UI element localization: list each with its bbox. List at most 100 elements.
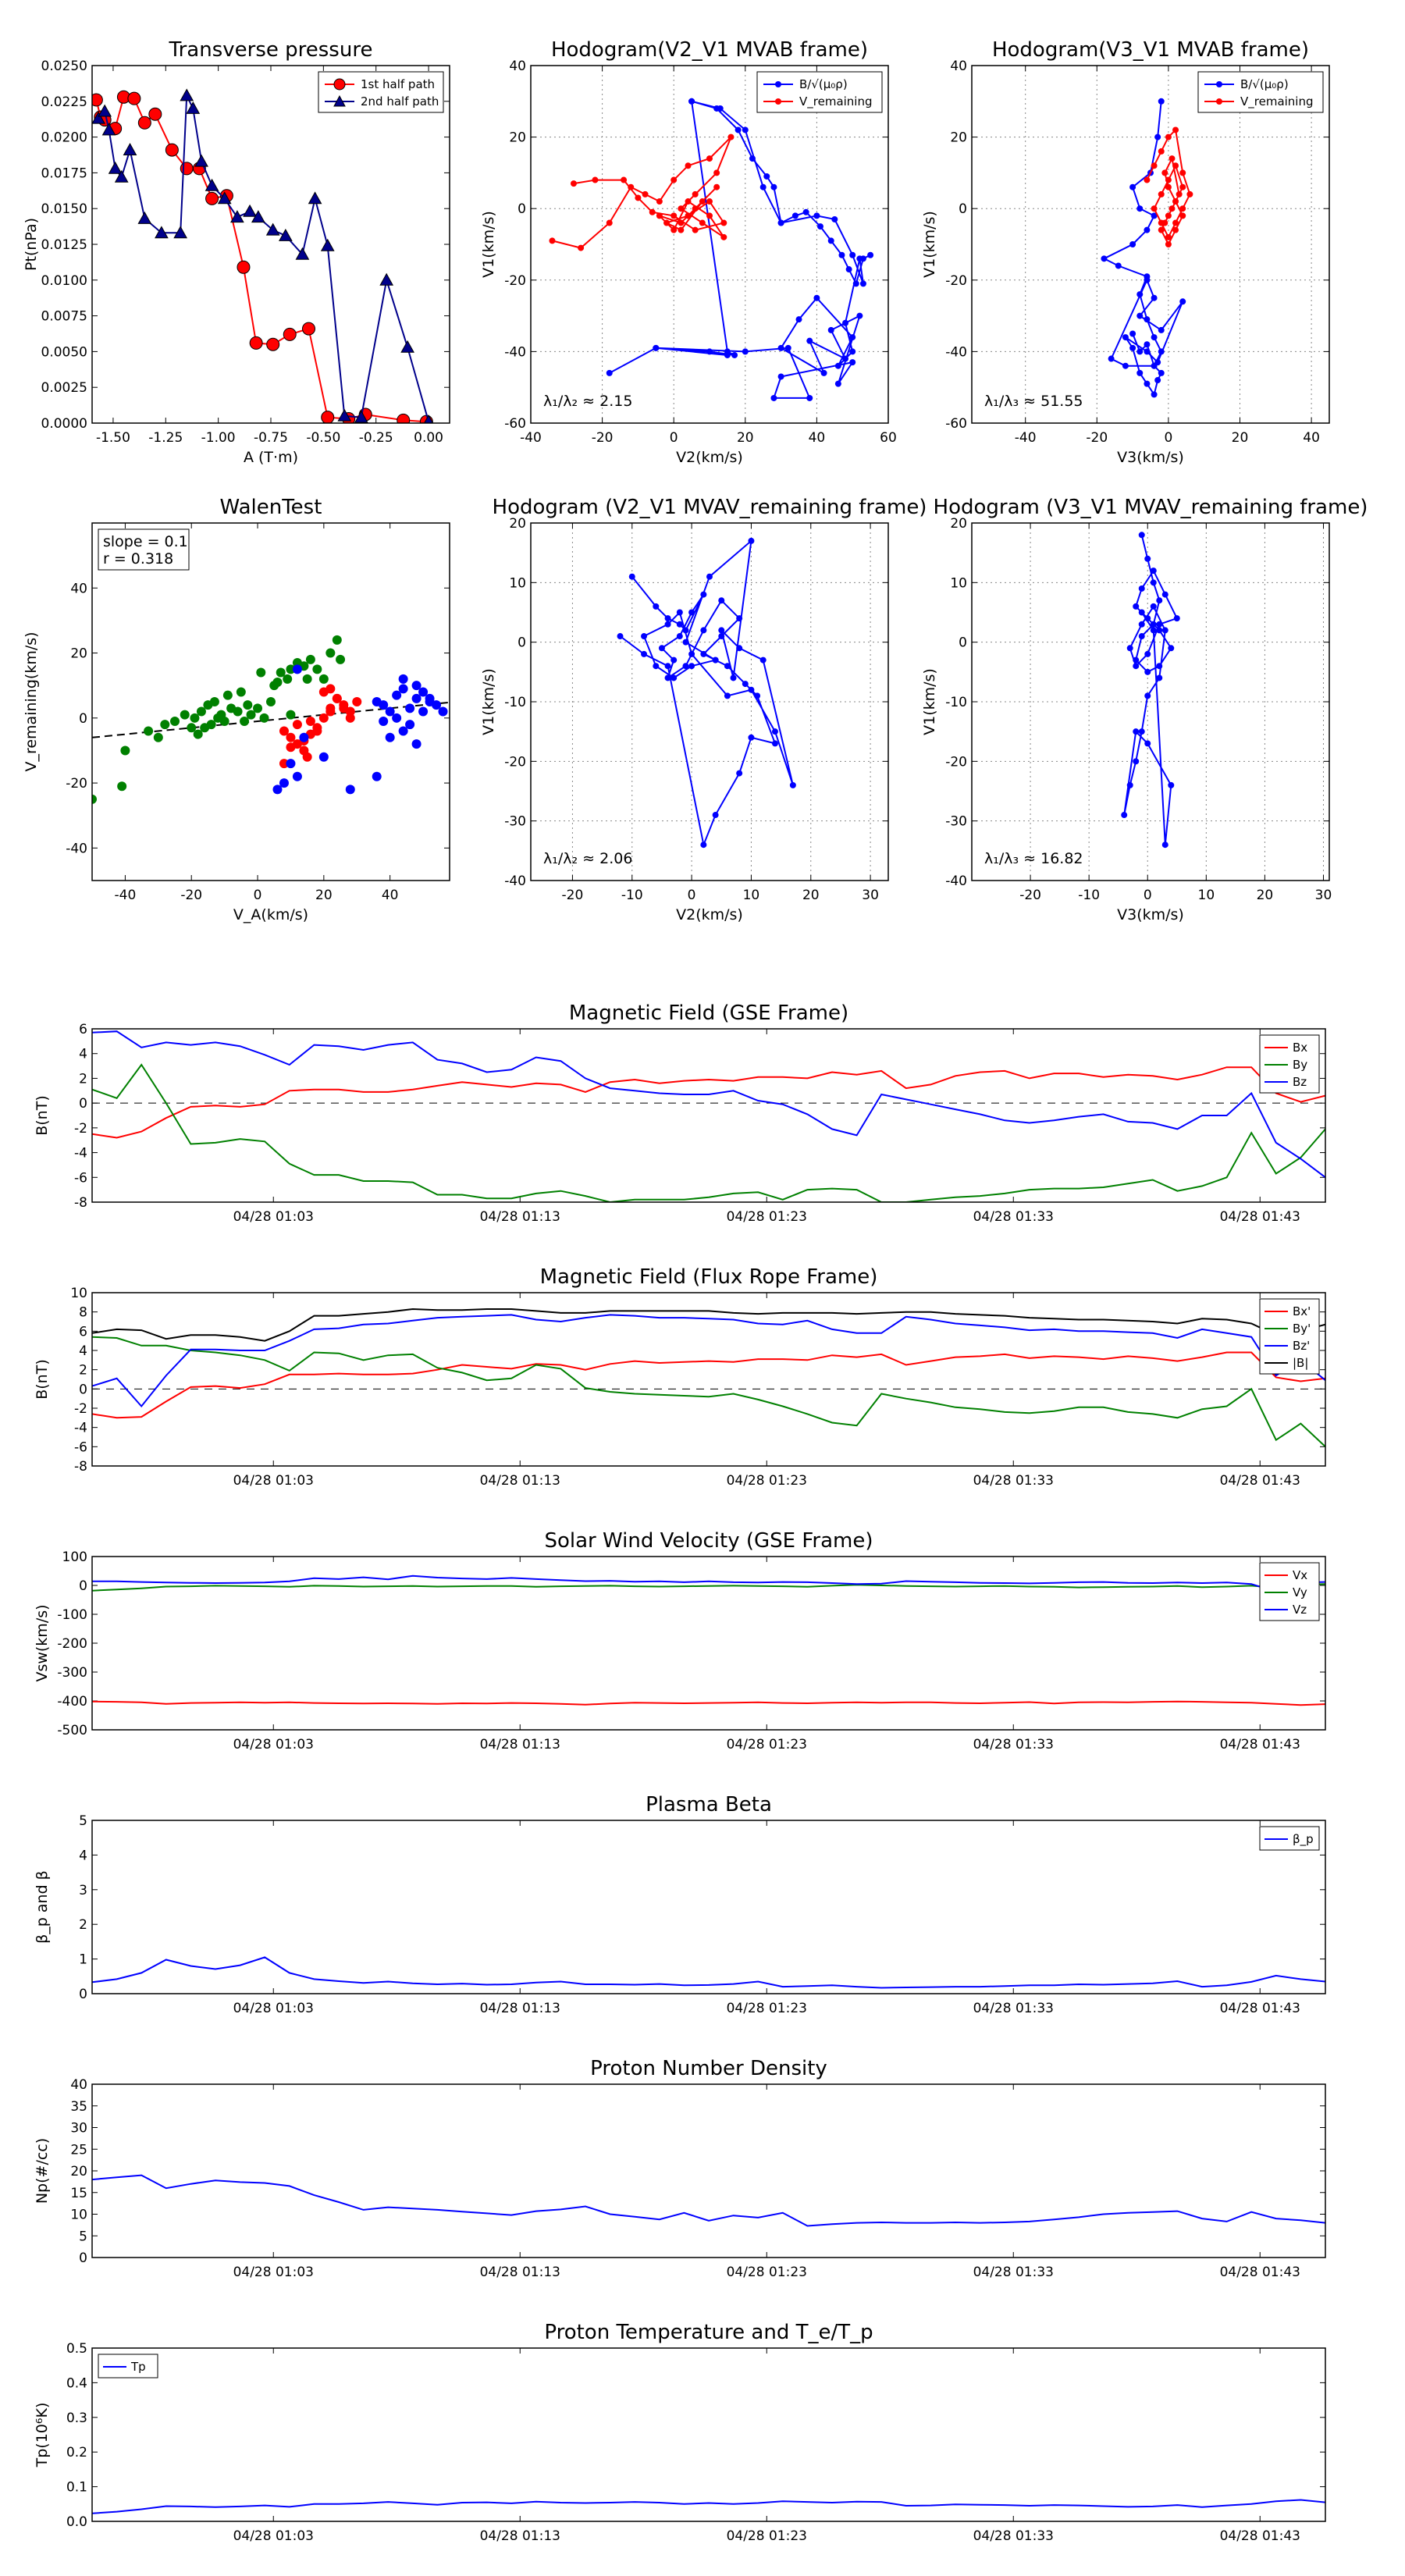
legend-label: B/√(μ₀ρ) <box>799 77 848 91</box>
series-0-point <box>770 183 777 190</box>
y-tick-label: 20 <box>509 516 526 532</box>
chart-panel-1: Hodogram(V2_V1 MVAB frame)-60-40-2002040… <box>480 38 897 466</box>
series-0-point <box>628 573 635 580</box>
y-axis-label: V1(km/s) <box>921 211 938 278</box>
series-2-point <box>411 739 422 749</box>
series-1-line <box>92 1336 1325 1448</box>
chart-panel-0: Transverse pressure 0.0000 0.0025 0.0050 0.0… <box>23 38 450 466</box>
fit-line <box>92 701 450 738</box>
series-0-point <box>754 692 761 699</box>
series-0-point <box>1151 212 1158 219</box>
series-0-point <box>777 373 784 380</box>
series-1-point <box>302 752 312 762</box>
y-tick-label: -40 <box>66 841 87 856</box>
series-1-point <box>1161 219 1168 226</box>
series-0-line <box>619 539 794 848</box>
series-0-point <box>1151 294 1158 301</box>
series-0-point <box>1136 205 1144 212</box>
chart-panel-10: Proton Number Density 0 5 10 15 20 25 30 35 40 04/… <box>34 2057 1326 2280</box>
series-1-point <box>706 212 713 219</box>
series-2-point <box>392 690 402 700</box>
x-tick-label: 04/28 01:03 <box>233 1737 314 1752</box>
series-0-point <box>332 635 342 645</box>
series-0-point <box>748 734 755 741</box>
y-tick-label: 0.1 <box>66 2480 87 2496</box>
series-0-point <box>664 621 671 628</box>
x-tick-label: 04/28 01:03 <box>233 1473 314 1489</box>
series-0-point <box>1150 568 1157 575</box>
stats-box <box>98 528 190 571</box>
y-tick-label: 0.2 <box>66 2445 87 2460</box>
y-tick-label: 0.0000 <box>41 416 87 432</box>
y-tick-label: 30 <box>70 2121 87 2137</box>
series-2-point <box>405 703 415 713</box>
series-2-point <box>372 697 382 706</box>
series-0-point <box>318 674 329 684</box>
series-1-point <box>1161 169 1168 176</box>
series-0-point <box>688 663 695 670</box>
x-tick-label: -1.00 <box>201 430 236 446</box>
series-0-point <box>700 591 707 598</box>
series-0-point <box>1161 841 1168 849</box>
y-tick-label: -20 <box>504 273 526 289</box>
series-0-point <box>1133 656 1140 664</box>
x-tick-label: -0.50 <box>306 430 340 446</box>
x-tick-label: -20 <box>1086 430 1108 446</box>
y-tick-label: 0.0025 <box>41 380 87 396</box>
series-1-point <box>1172 126 1179 133</box>
y-tick-label: 35 <box>70 2099 87 2115</box>
x-tick-label: -0.25 <box>359 430 393 446</box>
series-0-point <box>144 726 154 736</box>
y-tick-label: 0 <box>79 711 87 727</box>
y-tick-label: 2 <box>79 1071 87 1087</box>
series-0-point <box>1144 555 1151 562</box>
series-0-point <box>1168 645 1175 652</box>
legend-label: Bx' <box>1293 1304 1311 1318</box>
legend-label: Vz <box>1293 1603 1307 1617</box>
series-2-point <box>292 771 302 781</box>
series-0-point <box>748 537 755 544</box>
series-0-point <box>1138 532 1145 539</box>
legend-marker <box>775 98 781 105</box>
x-tick-label: 04/28 01:03 <box>233 1209 314 1225</box>
series-0-point <box>1150 579 1157 586</box>
series-0-point <box>1144 692 1151 699</box>
series-0-point <box>606 369 613 376</box>
series-0-point <box>1158 348 1165 355</box>
series-1-point <box>699 198 706 205</box>
series-1-point <box>685 198 692 205</box>
x-tick-label: 10 <box>743 888 760 903</box>
series-0-point <box>1156 674 1163 681</box>
series-0-point <box>735 126 742 133</box>
y-tick-label: 4 <box>79 1047 87 1062</box>
x-tick-label: 0 <box>254 888 262 903</box>
series-0-point <box>1144 226 1151 233</box>
chart-panel-7: Magnetic Field (Flux Rope Frame) -8 -6 -4 -2… <box>34 1265 1326 1489</box>
x-axis-label: V2(km/s) <box>676 906 743 923</box>
x-tick-label: 04/28 01:43 <box>1220 2001 1300 2016</box>
y-tick-label: 5 <box>79 2229 87 2244</box>
series-3-line <box>92 1308 1325 1342</box>
x-tick-label: 04/28 01:03 <box>233 2528 314 2544</box>
y-tick-label: 2 <box>79 1917 87 1933</box>
series-1-point <box>1165 241 1172 247</box>
series-1-point <box>320 238 335 251</box>
series-0-point <box>1150 621 1157 628</box>
series-1-point <box>352 697 362 706</box>
plot-area <box>92 2499 1325 2514</box>
series-1-point <box>279 228 293 241</box>
y-tick-label: 20 <box>950 130 967 146</box>
series-0-point <box>700 627 707 634</box>
chart-panel-2: Hodogram(V3_V1 MVAB frame) -60 -40 -20 0 20 40… <box>921 38 1330 466</box>
series-1-point <box>549 237 556 244</box>
series-0-point <box>763 173 770 180</box>
series-0-point <box>724 351 731 358</box>
x-tick-label: 04/28 01:23 <box>727 2265 807 2280</box>
y-axis-label: Pt(nPa) <box>23 218 40 271</box>
series-0-point <box>312 664 322 674</box>
y-tick-label: 0.3 <box>66 2411 87 2426</box>
y-tick-label: 0 <box>79 1578 87 1594</box>
series-2-point <box>379 716 389 726</box>
series-0-point <box>1144 615 1151 622</box>
series-0-point <box>305 654 315 664</box>
